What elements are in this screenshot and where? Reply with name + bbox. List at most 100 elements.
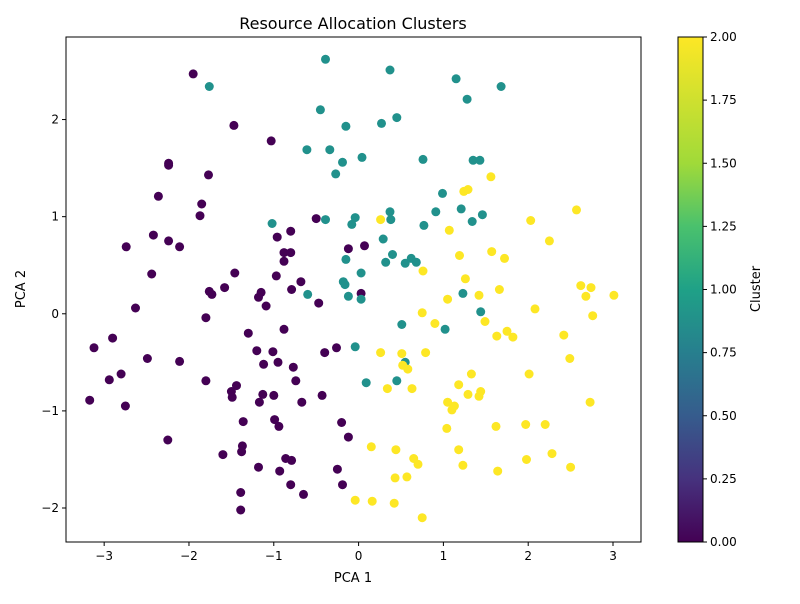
- scatter-point-cluster-0: [238, 417, 248, 427]
- scatter-point-cluster-2: [418, 266, 428, 276]
- y-axis-label: PCA 2: [14, 270, 29, 308]
- y-tick-label: −1: [41, 404, 59, 418]
- scatter-point-cluster-0: [232, 381, 241, 391]
- scatter-point-cluster-1: [477, 210, 487, 220]
- scatter-point-cluster-0: [332, 343, 341, 353]
- scatter-point-cluster-0: [220, 283, 230, 293]
- scatter-point-cluster-0: [286, 226, 296, 236]
- scatter-point-cluster-0: [243, 328, 253, 338]
- scatter-point-cluster-2: [500, 253, 509, 263]
- colorbar-tick-label: 0.50: [710, 409, 737, 423]
- scatter-point-cluster-0: [296, 277, 306, 287]
- scatter-point-cluster-1: [451, 74, 461, 84]
- scatter-point-cluster-2: [442, 423, 452, 433]
- scatter-point-cluster-1: [357, 152, 367, 162]
- scatter-point-cluster-2: [585, 397, 595, 407]
- scatter-point-cluster-0: [230, 268, 240, 278]
- scatter-point-cluster-1: [315, 105, 325, 115]
- x-tick-label: 3: [609, 549, 617, 563]
- scatter-point-cluster-1: [350, 342, 360, 352]
- scatter-point-cluster-0: [201, 313, 211, 323]
- scatter-point-cluster-0: [311, 214, 321, 224]
- scatter-point-cluster-0: [270, 415, 280, 425]
- scatter-point-cluster-2: [407, 384, 417, 394]
- scatter-point-cluster-2: [443, 294, 453, 304]
- scatter-point-cluster-2: [417, 513, 427, 523]
- scatter-point-cluster-0: [297, 397, 307, 407]
- scatter-point-cluster-0: [269, 390, 279, 400]
- scatter-point-cluster-1: [418, 154, 428, 164]
- scatter-point-cluster-0: [164, 160, 174, 170]
- scatter-point-cluster-1: [476, 307, 486, 317]
- scatter-point-cluster-2: [458, 460, 468, 470]
- scatter-point-cluster-0: [201, 376, 211, 386]
- scatter-point-cluster-0: [287, 285, 297, 294]
- scatter-point-cluster-2: [486, 172, 496, 182]
- scatter-point-cluster-0: [317, 390, 327, 400]
- scatter-point-cluster-1: [340, 280, 350, 290]
- scatter-point-cluster-2: [522, 455, 531, 464]
- scatter-point-cluster-2: [576, 281, 586, 291]
- scatter-point-cluster-0: [338, 480, 347, 490]
- scatter-point-cluster-1: [385, 65, 395, 75]
- scatter-point-cluster-0: [195, 211, 205, 221]
- x-tick-label: 1: [440, 549, 448, 563]
- scatter-point-cluster-0: [273, 357, 283, 367]
- scatter-point-cluster-0: [163, 435, 173, 445]
- scatter-point-cluster-1: [356, 268, 366, 278]
- scatter-point-cluster-1: [392, 113, 402, 123]
- scatter-point-cluster-0: [175, 356, 185, 366]
- y-tick-label: 0: [51, 307, 59, 321]
- scatter-point-cluster-1: [475, 155, 485, 165]
- scatter-point-cluster-2: [454, 380, 464, 390]
- x-tick-label: 0: [355, 549, 363, 563]
- scatter-point-cluster-0: [131, 303, 140, 313]
- scatter-point-cluster-1: [458, 288, 468, 298]
- scatter-point-cluster-1: [356, 294, 366, 304]
- scatter-point-cluster-0: [116, 369, 126, 379]
- scatter-point-cluster-1: [350, 213, 360, 223]
- scatter-point-cluster-1: [204, 82, 214, 91]
- scatter-point-cluster-0: [254, 397, 264, 407]
- scatter-point-cluster-2: [413, 459, 423, 469]
- scatter-point-cluster-0: [236, 488, 246, 497]
- plot-frame: [65, 36, 642, 543]
- scatter-point-cluster-2: [524, 369, 534, 379]
- scatter-point-cluster-0: [147, 269, 157, 279]
- scatter-point-cluster-2: [492, 331, 502, 341]
- scatter-point-cluster-2: [447, 405, 457, 415]
- scatter-point-cluster-2: [367, 496, 377, 506]
- scatter-point-cluster-1: [321, 215, 330, 225]
- scatter-point-cluster-1: [347, 219, 357, 229]
- scatter-point-cluster-2: [566, 462, 576, 472]
- chart-title: Resource Allocation Clusters: [239, 14, 467, 33]
- scatter-point-cluster-0: [236, 505, 246, 515]
- scatter-point-cluster-0: [343, 432, 353, 442]
- scatter-point-cluster-0: [175, 242, 185, 252]
- scatter-point-cluster-0: [272, 232, 282, 242]
- scatter-point-cluster-1: [386, 215, 396, 225]
- scatter-point-cluster-2: [463, 185, 473, 194]
- scatter-point-cluster-0: [121, 242, 131, 252]
- scatter-point-cluster-0: [104, 375, 114, 385]
- scatter-point-cluster-2: [521, 420, 531, 429]
- scatter-point-cluster-1: [419, 220, 429, 230]
- scatter-point-cluster-0: [266, 136, 276, 146]
- scatter-point-cluster-1: [431, 207, 441, 217]
- scatter-point-cluster-2: [526, 216, 536, 225]
- scatter-point-cluster-1: [341, 254, 351, 264]
- scatter-point-cluster-2: [350, 495, 360, 505]
- scatter-point-cluster-0: [291, 376, 301, 386]
- colorbar-tick-label: 0.00: [710, 535, 737, 549]
- scatter-point-cluster-2: [581, 291, 591, 301]
- scatter-point-cluster-2: [463, 389, 473, 399]
- y-axis-ticks: −2 −1 0 1 2: [41, 113, 66, 515]
- scatter-point-cluster-2: [530, 304, 540, 314]
- x-tick-label: −2: [180, 549, 198, 563]
- colorbar-tick-label: 0.25: [710, 472, 737, 486]
- scatter-point-cluster-0: [218, 450, 228, 460]
- scatter-point-cluster-2: [491, 421, 501, 431]
- scatter-point-cluster-0: [148, 230, 158, 240]
- data-points: [85, 54, 619, 523]
